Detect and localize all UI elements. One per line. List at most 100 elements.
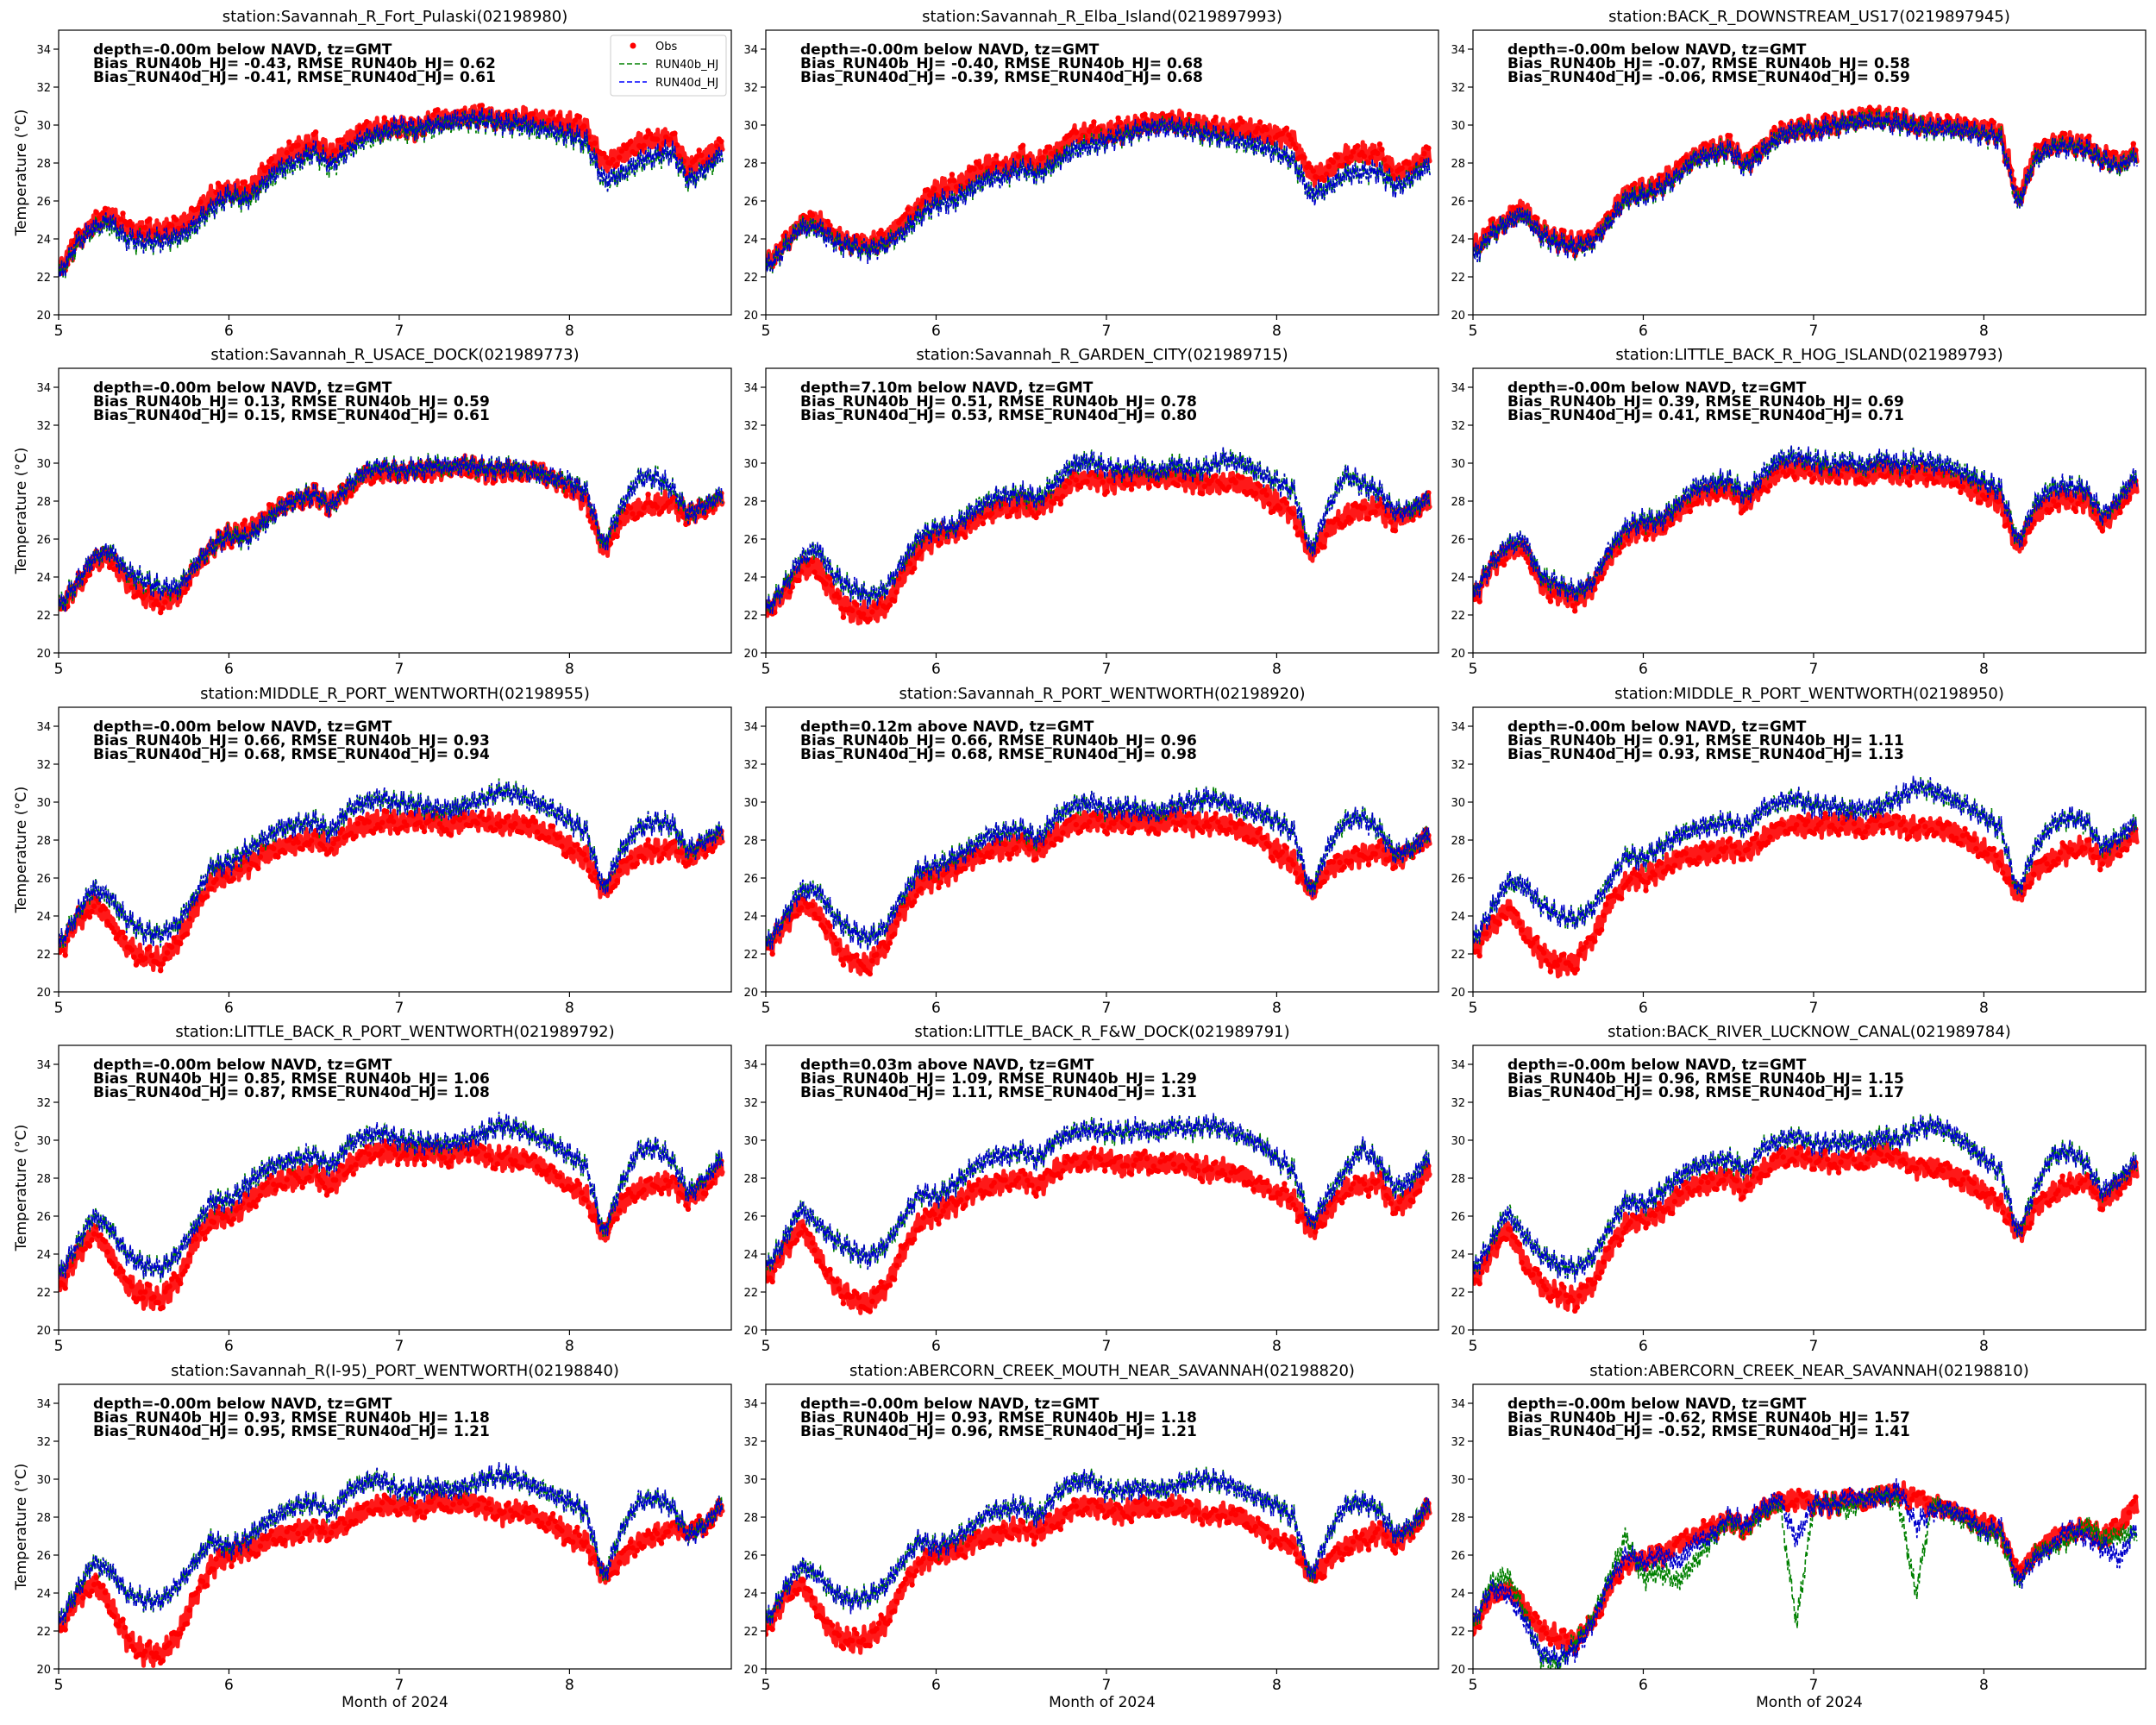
obs-point — [85, 909, 91, 915]
obs-point — [1536, 1270, 1543, 1277]
obs-point — [86, 914, 93, 920]
obs-point — [377, 1507, 383, 1513]
obs-point — [330, 840, 336, 847]
obs-point — [641, 142, 647, 148]
obs-point — [1395, 517, 1401, 523]
obs-point — [264, 1180, 270, 1186]
y-tick-label: 34 — [36, 44, 51, 57]
axes-frame — [765, 706, 1439, 993]
obs-point — [902, 1576, 909, 1583]
obs-point — [466, 1157, 472, 1164]
series-run40d — [59, 107, 724, 278]
x-tick-label: 5 — [54, 323, 64, 340]
obs-point — [654, 1530, 661, 1537]
obs-point — [1958, 1181, 1964, 1188]
obs-point — [1831, 471, 1838, 477]
obs-point — [450, 1154, 456, 1160]
obs-point — [658, 856, 665, 862]
obs-point — [1574, 1304, 1581, 1310]
obs-point — [1100, 1162, 1106, 1168]
y-tick-label: 24 — [36, 234, 51, 247]
obs-point — [1073, 477, 1080, 483]
obs-point — [1266, 1188, 1272, 1195]
obs-point — [268, 1527, 274, 1534]
plot-series — [59, 1111, 725, 1312]
obs-point — [634, 1547, 640, 1554]
obs-point — [1683, 1179, 1689, 1185]
obs-point — [512, 1157, 518, 1164]
obs-point — [1563, 1292, 1570, 1299]
obs-point — [1835, 480, 1842, 486]
x-tick-label: 8 — [1979, 661, 1989, 678]
obs-point — [1365, 1193, 1372, 1200]
obs-point — [1365, 516, 1372, 522]
obs-point — [1938, 1162, 1944, 1169]
x-tick-label: 6 — [224, 1338, 234, 1355]
x-axis-label: Month of 2024 — [342, 1694, 448, 1711]
obs-point — [793, 1237, 800, 1244]
y-tick-label: 24 — [743, 572, 758, 585]
obs-point — [1282, 1181, 1288, 1187]
obs-point — [204, 894, 210, 900]
obs-point — [1764, 488, 1771, 494]
obs-point — [782, 229, 789, 235]
obs-point — [286, 139, 292, 145]
obs-point — [887, 602, 893, 608]
obs-point — [1825, 113, 1831, 120]
obs-point — [1640, 879, 1647, 885]
obs-point — [891, 932, 898, 938]
obs-point — [2095, 854, 2101, 861]
obs-point — [494, 1161, 500, 1167]
series-run40d — [1473, 775, 2138, 944]
obs-point — [1780, 821, 1786, 828]
obs-point — [838, 605, 844, 612]
x-tick-label: 7 — [1809, 1338, 1819, 1355]
obs-point — [991, 160, 997, 166]
obs-point — [1811, 1166, 1817, 1172]
obs-point — [206, 1226, 212, 1232]
obs-point — [1060, 1519, 1066, 1525]
series-run40d — [1473, 445, 2138, 603]
obs-point — [592, 1213, 599, 1220]
obs-point — [1262, 834, 1268, 841]
obs-point — [563, 853, 569, 860]
obs-point — [978, 164, 984, 171]
y-tick-label: 26 — [36, 534, 51, 547]
obs-point — [1263, 1179, 1270, 1186]
obs-point — [178, 1280, 184, 1287]
y-tick-label: 30 — [1451, 1135, 1465, 1148]
obs-point — [856, 1295, 862, 1301]
obs-point — [958, 1197, 964, 1203]
obs-point — [370, 1155, 377, 1162]
obs-point — [281, 1183, 288, 1190]
obs-point — [1231, 820, 1237, 826]
obs-point — [2088, 847, 2095, 853]
obs-point — [1989, 1186, 1995, 1193]
obs-point — [973, 1182, 980, 1188]
obs-point — [1155, 482, 1162, 489]
obs-point — [204, 1583, 210, 1589]
obs-point — [1767, 834, 1773, 840]
obs-point — [654, 504, 661, 511]
y-tick-label: 28 — [743, 835, 758, 848]
x-tick-label: 5 — [761, 1000, 771, 1017]
obs-point — [62, 1285, 68, 1291]
x-tick-label: 5 — [1469, 1000, 1478, 1017]
x-tick-label: 6 — [224, 661, 234, 678]
y-tick-label: 32 — [36, 82, 51, 95]
obs-point — [97, 1232, 104, 1239]
obs-point — [1266, 501, 1272, 507]
obs-point — [1501, 561, 1507, 568]
obs-point — [1944, 1160, 1951, 1166]
obs-point — [793, 913, 800, 919]
obs-point — [1029, 844, 1035, 851]
obs-point — [860, 1637, 867, 1643]
obs-point — [1882, 1157, 1889, 1164]
obs-point — [1714, 497, 1720, 503]
obs-point — [849, 1638, 856, 1644]
obs-point — [1416, 1188, 1423, 1195]
obs-point — [937, 1213, 944, 1220]
obs-point — [1530, 1617, 1536, 1624]
obs-point — [836, 947, 842, 953]
obs-point — [1503, 1236, 1509, 1243]
